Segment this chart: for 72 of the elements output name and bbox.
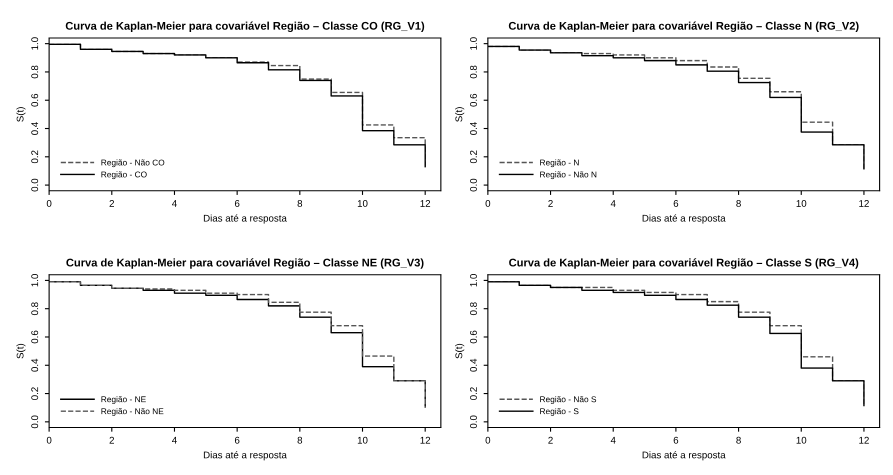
y-tick-label: 1.0 (31, 274, 38, 286)
x-tick-label: 12 (420, 436, 430, 444)
x-tick-label: 12 (859, 200, 869, 207)
legend-label: Região - Não NE (101, 408, 164, 416)
x-tick-label: 6 (674, 436, 678, 444)
y-tick-label: 0.2 (470, 387, 477, 400)
y-tick-label: 0.6 (31, 330, 38, 344)
x-tick-label: 6 (234, 436, 240, 444)
y-axis-title: S(t) (455, 107, 464, 122)
legend-label: Região - Não S (540, 396, 596, 404)
x-tick-label: 2 (110, 200, 114, 207)
legend-label: Região - Não CO (101, 159, 164, 168)
y-tick-label: 0.6 (470, 330, 477, 344)
x-tick-label: 4 (610, 436, 616, 444)
y-tick-label: 1.0 (470, 274, 477, 286)
legend-label: Região - CO (101, 171, 147, 180)
y-tick-label: 0.4 (31, 122, 38, 135)
y-tick-label: 1.0 (470, 37, 477, 50)
y-tick-label: 0.4 (470, 358, 477, 372)
y-tick-label: 0.0 (470, 415, 477, 428)
x-tick-label: 8 (298, 200, 302, 207)
x-tick-label: 0 (46, 200, 52, 207)
y-tick-label: 1.0 (31, 37, 38, 50)
y-tick-label: 0.0 (31, 178, 38, 192)
y-tick-label: 0.4 (31, 358, 38, 372)
x-tick-label: 4 (610, 200, 616, 207)
x-tick-label: 0 (46, 436, 52, 444)
y-tick-label: 0.0 (470, 178, 477, 192)
y-tick-label: 0.2 (31, 150, 38, 164)
x-tick-label: 10 (796, 436, 806, 444)
x-tick-label: 0 (486, 200, 490, 207)
y-tick-label: 0.8 (470, 66, 477, 78)
legend-label: Região - Não N (540, 171, 596, 180)
chart-title: Curva de Kaplan-Meier para covariável Região – Classe N (RG_V2) (508, 22, 859, 32)
x-tick-label: 6 (674, 200, 678, 207)
x-tick-label: 8 (298, 436, 302, 444)
x-tick-label: 12 (859, 436, 869, 444)
legend-label: Região - N (540, 159, 579, 168)
y-axis-title: S(t) (16, 107, 26, 122)
chart-title: Curva de Kaplan-Meier para covariável Região – Classe NE (RG_V3) (66, 258, 424, 269)
legend-label: Região - NE (101, 396, 146, 404)
x-tick-label: 10 (796, 200, 806, 207)
chart-title: Curva de Kaplan-Meier para covariável Região – Classe S (RG_V4) (509, 258, 858, 269)
x-axis-title: Dias até a resposta (204, 214, 287, 224)
x-tick-label: 10 (358, 436, 368, 444)
y-tick-label: 0.2 (470, 150, 477, 164)
y-tick-label: 0.2 (31, 387, 38, 400)
x-tick-label: 6 (234, 200, 240, 207)
x-axis-title: Dias até a resposta (642, 214, 726, 224)
x-tick-label: 12 (420, 200, 430, 207)
y-axis-title: S(t) (455, 344, 464, 359)
chart-title: Curva de Kaplan-Meier para covariável Região – Classe CO (RG_V1) (66, 22, 424, 32)
y-tick-label: 0.4 (470, 122, 477, 135)
y-tick-label: 0.8 (31, 302, 38, 316)
y-tick-label: 0.8 (31, 66, 38, 78)
x-tick-label: 2 (548, 436, 553, 444)
x-tick-label: 2 (548, 200, 553, 207)
y-tick-label: 0.8 (470, 302, 477, 316)
x-tick-label: 0 (486, 436, 490, 444)
x-axis-title: Dias até a resposta (204, 451, 287, 460)
x-tick-label: 4 (172, 436, 177, 444)
y-tick-label: 0.6 (31, 94, 38, 107)
y-tick-label: 0.0 (31, 415, 38, 428)
x-tick-label: 4 (172, 200, 177, 207)
x-tick-label: 2 (110, 436, 114, 444)
x-tick-label: 10 (358, 200, 368, 207)
y-axis-title: S(t) (16, 344, 26, 359)
x-tick-label: 8 (736, 200, 741, 207)
x-tick-label: 8 (736, 436, 741, 444)
y-tick-label: 0.6 (470, 94, 477, 107)
legend-label: Região - S (540, 408, 579, 416)
x-axis-title: Dias até a resposta (642, 451, 726, 460)
